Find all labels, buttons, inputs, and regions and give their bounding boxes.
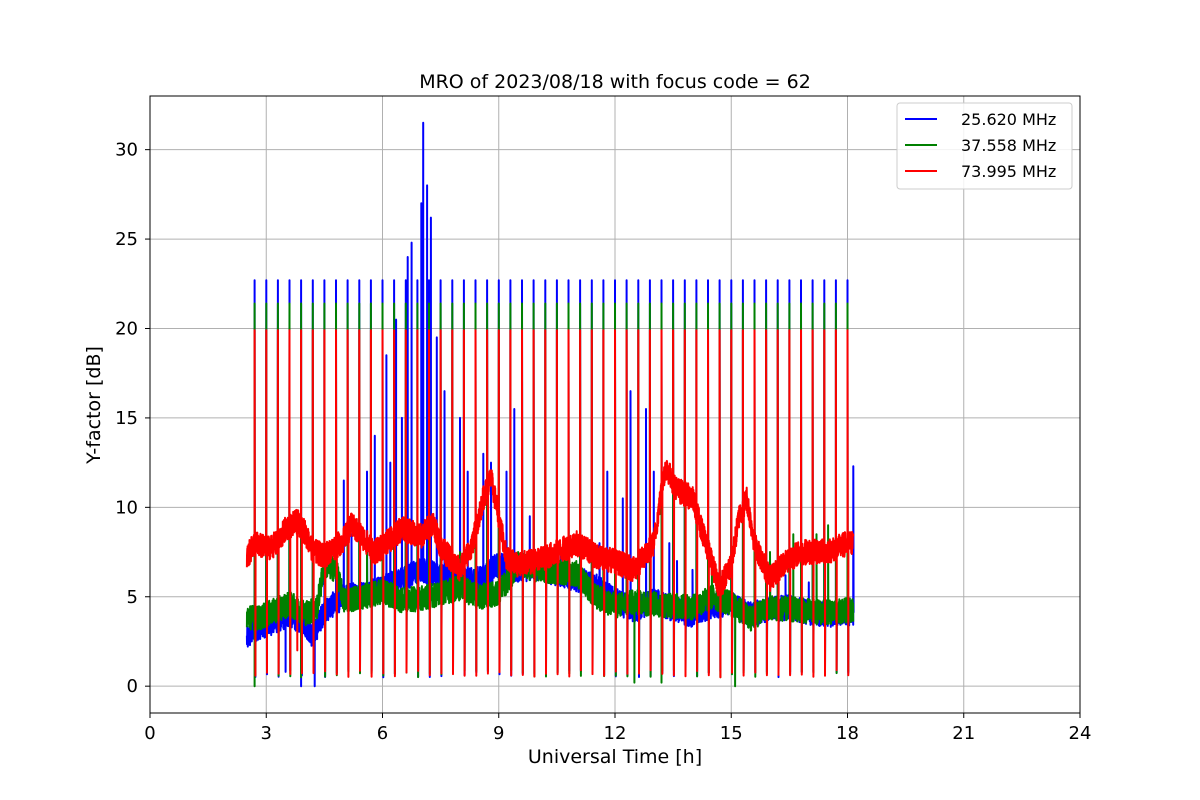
y-tick-label: 15 [115,408,138,429]
y-tick-label: 20 [115,318,138,339]
series-line-3 [245,329,855,679]
x-tick-label: 12 [604,723,627,744]
y-tick-label: 5 [127,587,138,608]
y-tick-label: 25 [115,229,138,250]
x-tick-label: 9 [493,723,504,744]
chart-title: MRO of 2023/08/18 with focus code = 62 [419,71,811,93]
legend-label: 37.558 MHz [961,136,1056,155]
x-tick-label: 21 [952,723,975,744]
x-axis-label: Universal Time [h] [528,746,702,768]
x-tick-label: 0 [144,723,155,744]
x-tick-label: 24 [1069,723,1092,744]
axis-ticks: 0 3 6 9 12 15 18 21 24 0 5 10 15 20 25 30 [115,140,1091,744]
x-tick-label: 15 [720,723,743,744]
y-tick-label: 30 [115,140,138,161]
y-axis-label: Y-factor [dB] [83,346,105,465]
x-tick-label: 3 [261,723,272,744]
y-tick-label: 10 [115,497,138,518]
x-tick-label: 18 [836,723,859,744]
legend-box [896,102,1073,190]
legend-label: 25.620 MHz [961,110,1056,129]
legend-label: 73.995 MHz [961,162,1056,181]
legend: 25.620 MHz 37.558 MHz 73.995 MHz [896,102,1073,190]
y-tick-label: 0 [127,676,138,697]
x-tick-label: 6 [377,723,388,744]
series-layer [245,121,855,688]
